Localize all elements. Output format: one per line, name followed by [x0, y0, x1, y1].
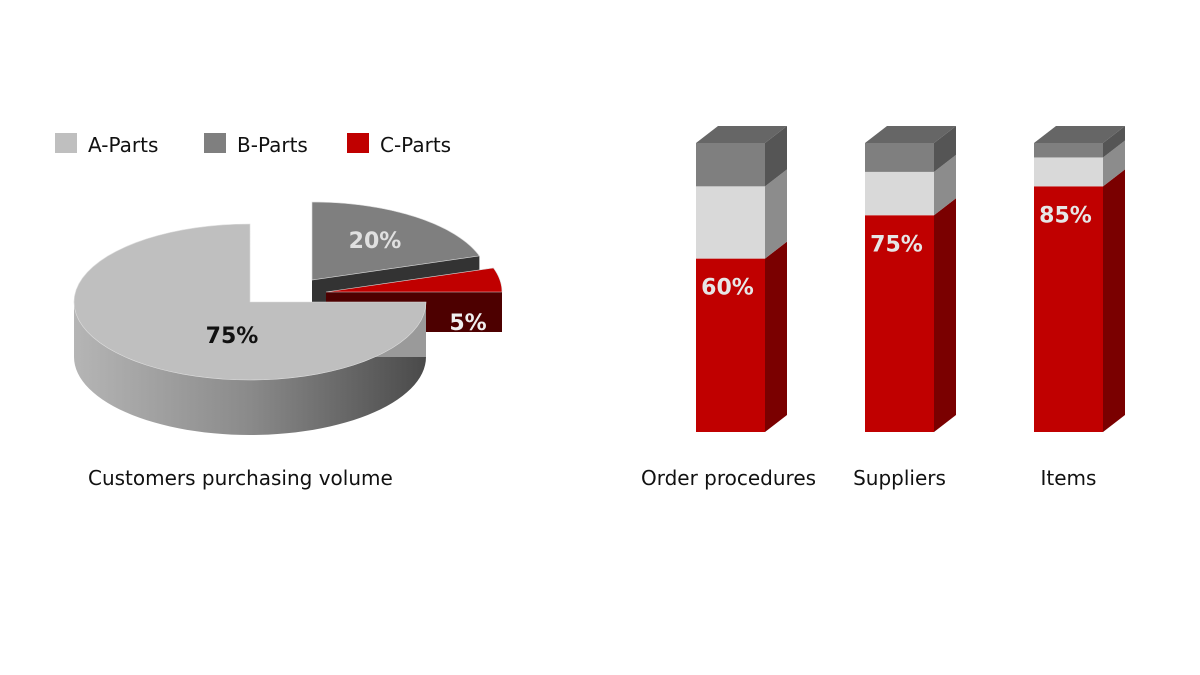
bar-data-label: 75% — [870, 232, 923, 257]
bar-group-items: 85% Items — [1034, 126, 1125, 490]
bar-segment-b-parts — [696, 143, 765, 187]
bar-segment-b-parts — [865, 143, 934, 172]
bar-segment-c-parts — [696, 258, 765, 432]
category-label: Order procedures — [641, 466, 816, 490]
bar-side-a-parts — [765, 169, 787, 259]
bar-side-b-parts — [934, 126, 956, 172]
legend-swatch-c-parts — [347, 133, 369, 153]
bar-group-order-procedures: 60% Order procedures — [641, 126, 816, 490]
bar-top — [696, 126, 787, 143]
bar-top — [1034, 126, 1125, 143]
legend-label-c-parts: C-Parts — [380, 133, 451, 157]
stacked-bar-chart: 60% Order procedures 75% Suppliers 85% Items — [641, 126, 1125, 490]
bar-side-a-parts — [934, 154, 956, 216]
legend-swatch-b-parts — [204, 133, 226, 153]
bar-group-suppliers: 75% Suppliers — [853, 126, 956, 490]
pie-data-label: 5% — [449, 311, 486, 336]
bar-data-label: 85% — [1039, 203, 1092, 228]
category-label: Items — [1041, 466, 1097, 490]
legend: A-Parts B-Parts C-Parts — [55, 133, 451, 157]
bar-side-c-parts — [765, 241, 787, 432]
bar-segment-b-parts — [1034, 143, 1103, 158]
pie-xlabel: Customers purchasing volume — [88, 466, 393, 490]
bar-data-label: 60% — [701, 276, 754, 301]
bar-segment-c-parts — [1034, 186, 1103, 432]
bar-side-c-parts — [934, 198, 956, 432]
bar-side-c-parts — [1103, 169, 1125, 432]
category-label: Suppliers — [853, 466, 946, 490]
bar-top — [865, 126, 956, 143]
legend-label-b-parts: B-Parts — [237, 133, 308, 157]
pie-chart: 20% 5% 75% — [73, 201, 503, 435]
bar-segment-c-parts — [865, 215, 934, 432]
bar-segment-a-parts — [865, 171, 934, 216]
bar-side-b-parts — [765, 126, 787, 187]
pie-data-label: 75% — [206, 324, 259, 349]
bar-side-a-parts — [1103, 140, 1125, 187]
legend-label-a-parts: A-Parts — [88, 133, 158, 157]
bar-segment-a-parts — [1034, 157, 1103, 187]
bar-side-b-parts — [1103, 126, 1125, 158]
bar-segment-a-parts — [696, 186, 765, 259]
pie-slice-a-parts: 75% — [73, 223, 427, 435]
legend-swatch-a-parts — [55, 133, 77, 153]
pie-data-label: 20% — [349, 229, 402, 254]
